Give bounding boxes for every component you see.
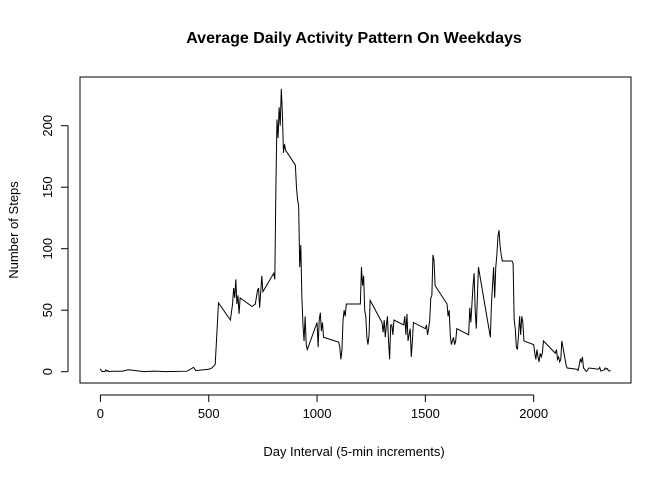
y-axis-label: Number of Steps (6, 181, 21, 279)
x-tick-label: 1500 (411, 406, 440, 421)
y-tick-label: 100 (40, 238, 55, 260)
x-tick-label: 2000 (519, 406, 548, 421)
plot-frame (79, 76, 632, 384)
y-tick-label: 150 (40, 176, 55, 198)
chart-title: Average Daily Activity Pattern On Weekda… (186, 30, 522, 47)
y-tick-label: 0 (40, 368, 55, 375)
x-axis-label: Day Interval (5-min increments) (263, 444, 444, 459)
data-line (99, 88, 611, 373)
y-tick-label: 50 (40, 303, 55, 317)
y-tick-label: 200 (40, 115, 55, 137)
x-tick-label: 1000 (303, 406, 332, 421)
x-tick-label: 0 (97, 406, 104, 421)
x-tick-label: 500 (198, 406, 220, 421)
